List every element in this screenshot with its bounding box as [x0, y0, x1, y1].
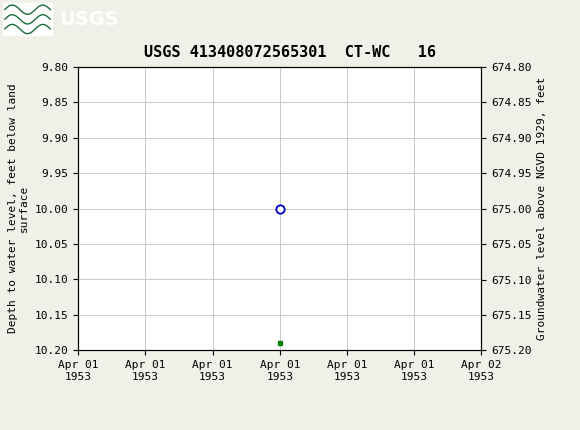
FancyBboxPatch shape	[3, 3, 52, 35]
Y-axis label: Depth to water level, feet below land
surface: Depth to water level, feet below land su…	[8, 84, 29, 333]
Y-axis label: Groundwater level above NGVD 1929, feet: Groundwater level above NGVD 1929, feet	[537, 77, 547, 340]
Text: USGS: USGS	[59, 10, 119, 29]
Text: USGS 413408072565301  CT-WC   16: USGS 413408072565301 CT-WC 16	[144, 45, 436, 60]
